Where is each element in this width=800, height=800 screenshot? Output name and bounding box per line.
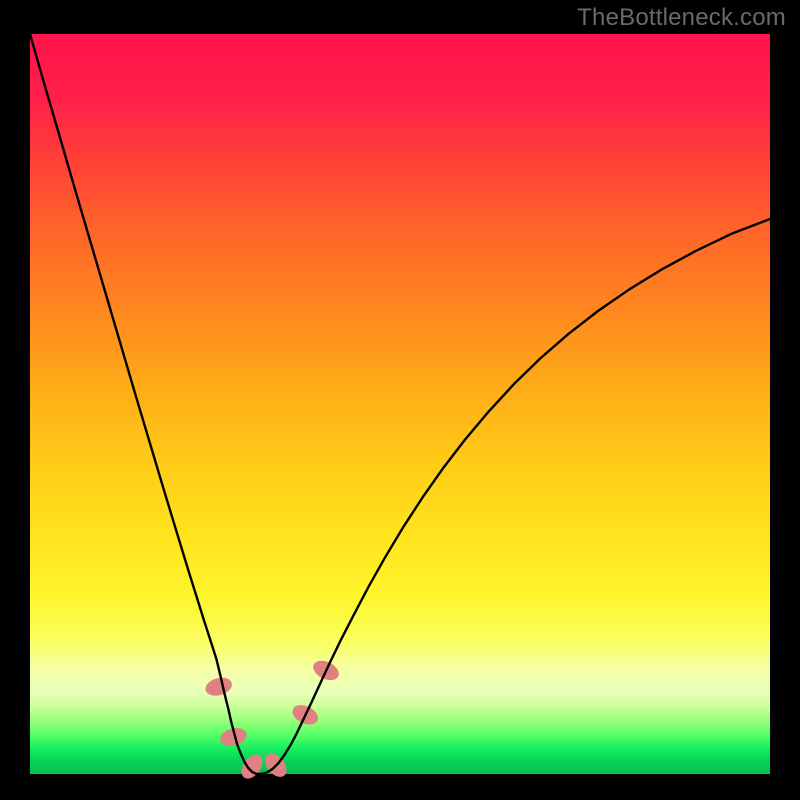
markers-group xyxy=(204,658,341,782)
watermark-text: TheBottleneck.com xyxy=(577,4,786,32)
plot-area xyxy=(30,34,770,774)
bottleneck-chart: TheBottleneck.com xyxy=(0,0,800,800)
curve-marker xyxy=(204,675,233,697)
bottleneck-curve xyxy=(30,34,770,774)
curve-layer xyxy=(30,34,770,774)
